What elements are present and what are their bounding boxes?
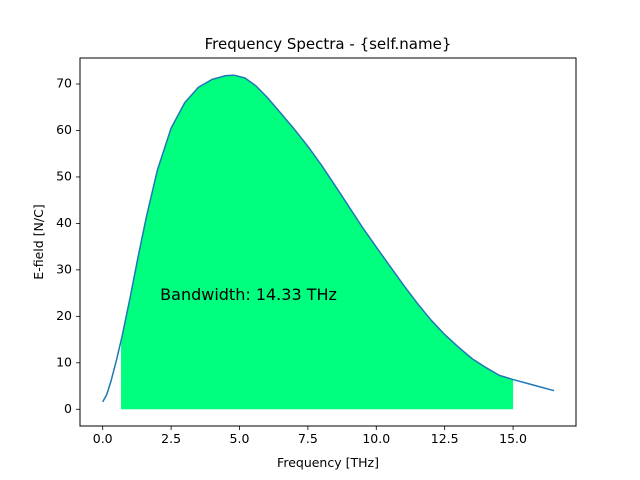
- y-tick-label: 10: [56, 354, 72, 369]
- x-tick-label: 5.0: [230, 431, 250, 446]
- series-line-layer: [102, 74, 555, 403]
- bandwidth-fill-layer: [121, 75, 514, 410]
- x-tick-label: 2.5: [161, 431, 181, 446]
- y-tick-label: 30: [56, 261, 72, 276]
- y-axis-label: E-field [N/C]: [31, 204, 46, 279]
- x-tick-label: 10.0: [362, 431, 390, 446]
- y-tick-label: 20: [56, 308, 72, 323]
- y-axis-ticks: 0 10 20 30 40 50 60 70: [56, 76, 80, 416]
- y-tick-label: 60: [56, 122, 72, 137]
- x-tick-label: 7.5: [298, 431, 318, 446]
- x-axis-label: Frequency [THz]: [277, 455, 379, 470]
- y-tick-label: 40: [56, 215, 72, 230]
- plot-frame: [79, 57, 577, 427]
- x-axis-ticks: 0.0 2.5 5.0 7.5 10.0 12.5 15.0: [93, 426, 527, 446]
- bandwidth-fill-area: [121, 75, 514, 410]
- chart-title: Frequency Spectra - {self.name}: [205, 35, 452, 53]
- bandwidth-annotation: Bandwidth: 14.33 THz: [160, 285, 337, 304]
- x-tick-label: 15.0: [499, 431, 527, 446]
- spectrum-line: [102, 74, 555, 403]
- x-tick-label: 0.0: [93, 431, 113, 446]
- y-tick-label: 70: [56, 76, 72, 91]
- y-tick-label: 0: [64, 401, 72, 416]
- y-tick-label: 50: [56, 168, 72, 183]
- x-tick-label: 12.5: [431, 431, 459, 446]
